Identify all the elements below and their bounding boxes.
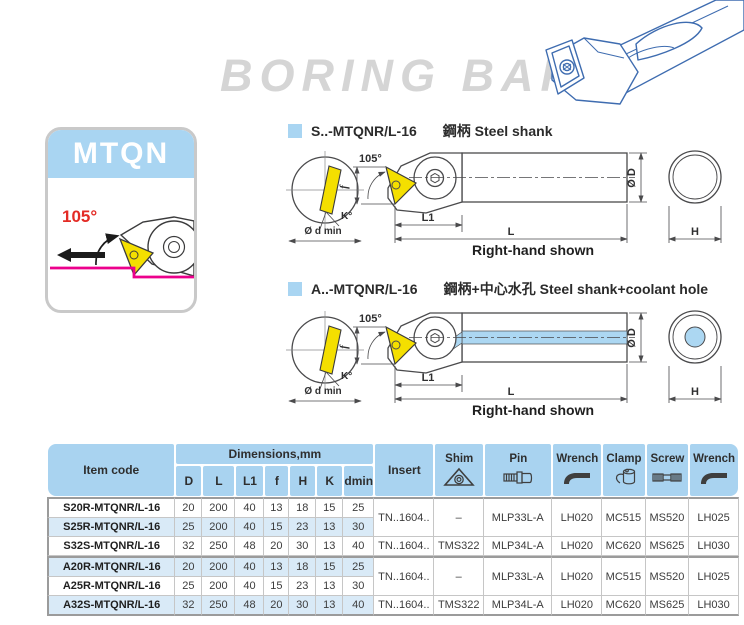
section-desc: 鋼柄+中心水孔 Steel shank+coolant hole [443, 281, 709, 297]
section-header-steel-shank: S..-MTQNR/L-16 鋼柄 Steel shank [288, 121, 552, 141]
table-row: A32S-MTQNR/L-16 32 250 48 20 30 13 40 TN… [47, 596, 739, 616]
label-h: H [691, 226, 699, 238]
col-f: f [264, 465, 290, 497]
col-shim: Shim [434, 443, 485, 497]
col-clamp: Clamp [602, 443, 646, 497]
label-k: K° [341, 371, 352, 382]
col-k: K [316, 465, 344, 497]
col-wrench-2: Wrench [689, 443, 739, 497]
label-105: 105° [359, 153, 382, 165]
mtqn-diagram: 105° [50, 207, 194, 279]
arrow-left-icon [57, 248, 105, 262]
page-title-watermark: BORING BARS [220, 50, 618, 101]
drawing-caption: Right-hand shown [472, 242, 594, 258]
label-k: K° [341, 211, 352, 222]
table-row: S32S-MTQNR/L-16 32 250 48 20 30 13 40 TN… [47, 537, 739, 556]
col-insert: Insert [374, 443, 435, 497]
boring-bar-illustration [545, 0, 744, 105]
label-l1: L1 [422, 212, 435, 224]
col-d: D [175, 465, 203, 497]
col-wrench-1: Wrench [552, 443, 603, 497]
col-dimensions: Dimensions,mm [175, 443, 375, 465]
table-row: A20R-MTQNR/L-16 20 200 40 13 18 15 25 TN… [47, 556, 739, 596]
label-dmin: Ø d min [304, 226, 341, 237]
clamp-icon [615, 468, 636, 485]
label-105: 105° [359, 313, 382, 325]
angle-callout: 105° [62, 207, 97, 226]
label-l1: L1 [422, 372, 435, 384]
label-f: f [338, 344, 350, 349]
drawing-coolant-shank: 105° f K° Ø d min L1 L Ø D H Right-hand … [286, 310, 722, 418]
label-l: L [508, 226, 515, 238]
wrench-icon [701, 473, 728, 484]
label-f: f [338, 184, 350, 189]
section-bullet [288, 282, 302, 296]
shim-icon [443, 467, 475, 486]
table-row: A25R-MTQNR/L-16 25 200 40 15 23 13 30 [47, 577, 739, 596]
label-h: H [691, 386, 699, 398]
workpiece-line [50, 266, 194, 279]
col-h: H [289, 465, 317, 497]
table-row: S20R-MTQNR/L-16 20 200 40 13 18 15 25 TN… [47, 497, 739, 537]
mtqn-label: MTQN [48, 130, 194, 178]
label-od: Ø D [626, 168, 638, 188]
mtqn-badge-box: MTQN 105° [45, 127, 197, 313]
pin-icon [503, 471, 533, 484]
col-pin: Pin [484, 443, 553, 497]
section-desc: 鋼柄 Steel shank [442, 123, 553, 139]
section-header-coolant: A..-MTQNR/L-16 鋼柄+中心水孔 Steel shank+coola… [288, 279, 708, 299]
screw-icon [652, 473, 683, 482]
coolant-hole [684, 326, 706, 348]
section-bullet [288, 124, 302, 138]
section-code: S..-MTQNR/L-16 [311, 123, 417, 139]
col-dmin: dmin [343, 465, 375, 497]
label-dmin: Ø d min [304, 386, 341, 397]
rotation-arrow-icon [95, 233, 120, 266]
spec-table: Item code Dimensions,mm Insert Shim Pin [47, 443, 739, 616]
insert-tip [118, 237, 155, 277]
col-l1: L1 [235, 465, 265, 497]
col-item-code: Item code [47, 443, 176, 497]
wrench-icon [564, 473, 591, 484]
drawing-caption: Right-hand shown [472, 402, 594, 418]
col-l: L [202, 465, 236, 497]
section-code: A..-MTQNR/L-16 [311, 281, 418, 297]
col-screw: Screw [645, 443, 690, 497]
table-row: S25R-MTQNR/L-16 25 200 40 15 23 13 30 [47, 518, 739, 537]
label-od: Ø D [626, 328, 638, 348]
drawing-steel-shank: 105° f K° Ø d min L1 L Ø D H Right-hand … [286, 150, 722, 258]
label-l: L [508, 386, 515, 398]
